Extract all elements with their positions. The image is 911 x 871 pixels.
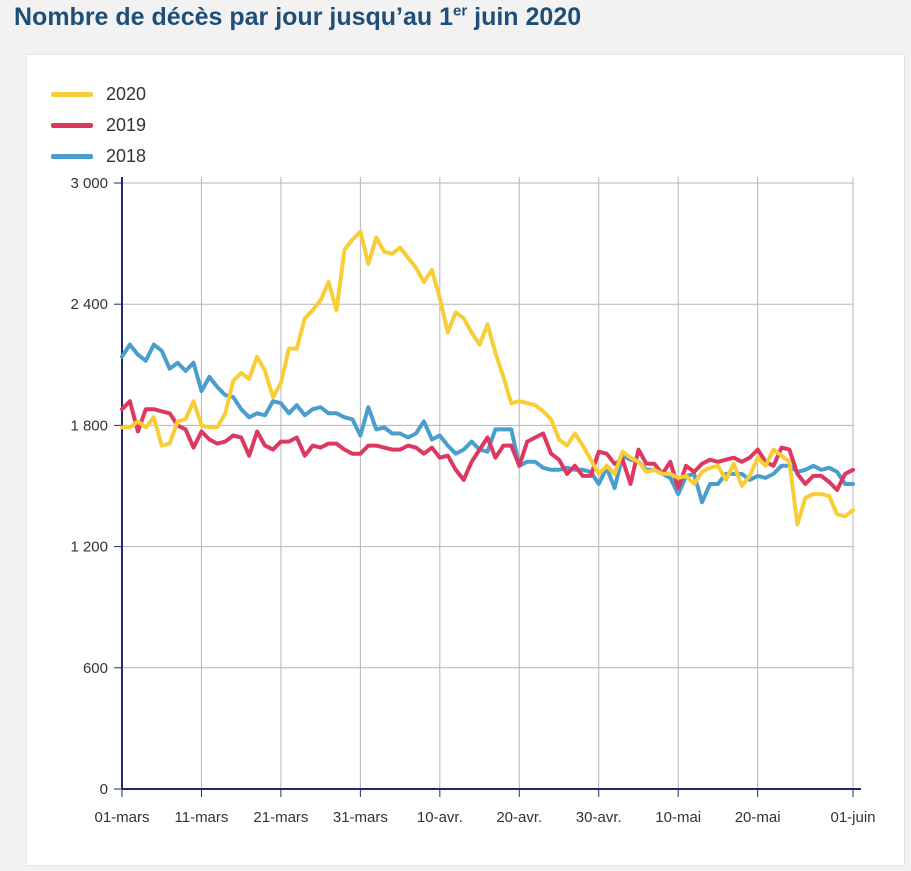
legend-label-2020: 2020 <box>106 84 147 104</box>
legend-item-2018[interactable]: 2018 <box>51 141 146 172</box>
x-tick-label-3: 31-mars <box>333 809 388 826</box>
x-tick-label-2: 21-mars <box>253 809 308 826</box>
line-chart: 0 600 1 200 1 800 2 400 3 000 01-mars 11-mars 21… <box>70 175 875 826</box>
x-tick-label-7: 10-mai <box>655 809 701 826</box>
y-tick-label-5: 3 000 <box>70 175 108 192</box>
chart-card: 2020 2019 2018 0 600 1 200 1 800 2 400 3 000 0… <box>26 54 905 866</box>
legend-label-2019: 2019 <box>106 115 147 135</box>
legend-swatch-2020 <box>51 92 93 97</box>
x-tick-label-4: 10-avr. <box>417 809 463 826</box>
y-tick-label-3: 1 800 <box>70 417 108 434</box>
x-tick-label-0: 01-mars <box>94 809 149 826</box>
series-line-2019 <box>120 399 855 492</box>
page-title-superscript: er <box>453 2 468 20</box>
legend-item-2020[interactable]: 2020 <box>51 79 146 110</box>
y-tick-label-0: 0 <box>100 781 108 798</box>
legend-item-2019[interactable]: 2019 <box>51 110 146 141</box>
page-title-text: Nombre de décès par jour jusqu’au 1 <box>14 3 454 31</box>
y-tick-label-2: 1 200 <box>70 539 108 556</box>
series-line-2020 <box>120 229 855 527</box>
legend-swatch-2019 <box>51 123 93 128</box>
y-tick-label-4: 2 400 <box>70 296 108 313</box>
x-tick-label-1: 11-mars <box>175 809 229 826</box>
x-tick-label-5: 20-avr. <box>496 809 542 826</box>
x-tick-label-6: 30-avr. <box>576 809 622 826</box>
x-tick-label-8: 20-mai <box>735 809 781 826</box>
legend: 2020 2019 2018 <box>51 79 146 172</box>
legend-label-2018: 2018 <box>106 146 147 166</box>
legend-swatch-2018 <box>51 154 93 159</box>
series-line-2018 <box>120 342 855 505</box>
page-title: Nombre de décès par jour jusqu’au 1er ju… <box>14 0 581 34</box>
y-tick-label-1: 600 <box>83 660 108 677</box>
page-title-tail: juin 2020 <box>467 3 582 31</box>
x-tick-label-9: 01-juin <box>830 809 875 826</box>
